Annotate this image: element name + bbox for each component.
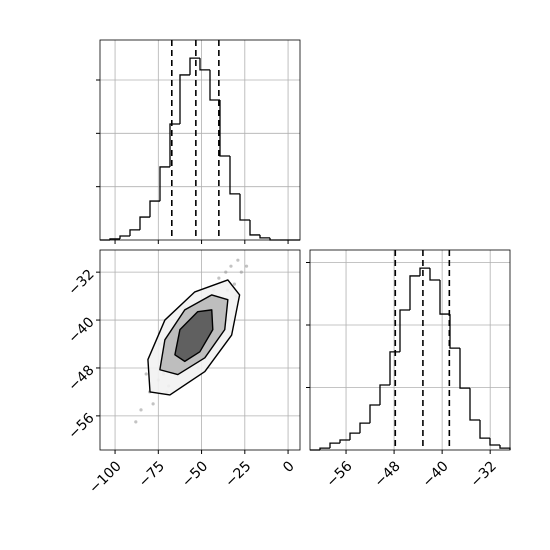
histogram-bin	[209, 69, 220, 101]
sample-point	[244, 264, 249, 268]
histogram-bin	[149, 200, 160, 218]
histogram-bin	[349, 432, 360, 440]
panel-frame	[99, 249, 301, 451]
histogram-bin	[449, 314, 460, 349]
histogram-bin	[339, 439, 350, 444]
histogram-bin	[439, 280, 450, 315]
histogram-bin	[159, 166, 170, 202]
histogram-bin	[389, 351, 400, 385]
y-tick-label: −32	[65, 266, 97, 298]
sample-point	[134, 420, 138, 424]
histogram-bin	[499, 445, 511, 450]
histogram-bin	[229, 156, 240, 195]
histogram-bin	[199, 58, 210, 71]
histogram-bin	[399, 309, 410, 352]
histogram-bin	[319, 447, 330, 450]
sample-point	[232, 282, 237, 286]
x-tick-label: −48	[372, 458, 404, 490]
sample-point	[139, 408, 143, 412]
histogram-bin	[489, 438, 500, 446]
histogram-bin	[239, 193, 250, 221]
x-tick-label: −50	[179, 458, 211, 490]
histogram-bin	[469, 388, 480, 421]
histogram-bin	[139, 216, 150, 230]
histogram-bin	[329, 442, 340, 449]
histogram-bin	[169, 123, 180, 167]
y-tick-label: −48	[65, 362, 97, 394]
sample-point	[239, 270, 243, 274]
x-tick-label: −56	[323, 458, 355, 490]
histogram-bin	[189, 57, 200, 75]
y-tick-label: −40	[65, 314, 97, 346]
histogram-bin	[479, 420, 490, 439]
histogram-bin	[419, 267, 430, 276]
histogram-bin	[369, 404, 380, 424]
x-tick-label: 0	[280, 458, 298, 476]
histogram-bin	[379, 384, 390, 405]
histogram-bin	[249, 220, 260, 236]
x-tick-label: −32	[468, 458, 500, 490]
sample-point	[236, 258, 240, 262]
x-tick-label: −100	[86, 458, 125, 497]
histogram-bin	[119, 235, 130, 239]
density-contour	[174, 309, 214, 363]
sample-point	[151, 402, 155, 406]
histogram-bin	[179, 74, 190, 124]
histogram-bin	[129, 229, 140, 236]
y-tick-label: −56	[65, 410, 97, 442]
histogram-bin	[359, 422, 370, 434]
x-tick-label: −40	[420, 458, 452, 490]
sample-point	[224, 270, 228, 274]
histogram-bin	[219, 100, 230, 157]
x-tick-label: −75	[136, 458, 168, 490]
histogram-bin	[459, 348, 470, 389]
histogram-bin	[259, 234, 270, 239]
histogram-bin	[409, 275, 420, 310]
panel-frame	[309, 249, 511, 451]
sample-point	[144, 372, 148, 376]
panel-frame	[99, 39, 301, 241]
sample-point	[217, 276, 221, 280]
x-tick-label: −25	[222, 458, 254, 490]
histogram-bin	[429, 268, 440, 281]
sample-point	[229, 264, 233, 268]
